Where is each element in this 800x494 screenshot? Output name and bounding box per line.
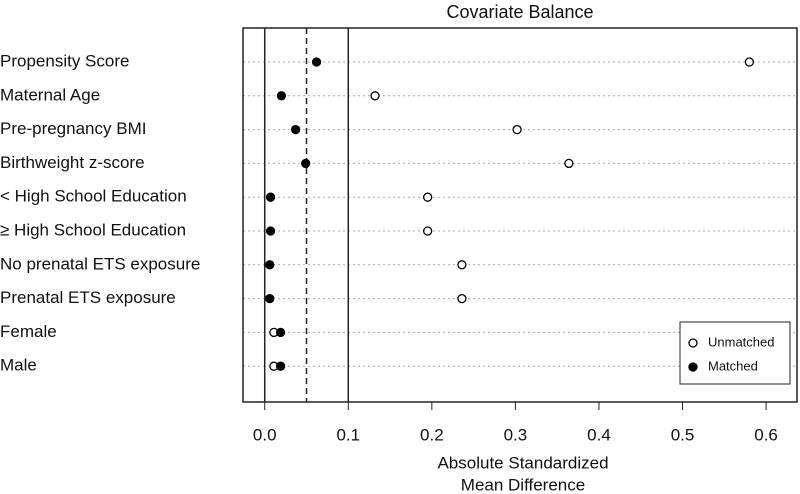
x-tick-label: 0.6 xyxy=(754,425,778,444)
category-label: ≥ High School Education xyxy=(0,220,186,239)
category-label: Propensity Score xyxy=(0,51,129,70)
data-point xyxy=(290,124,301,135)
chart-title: Covariate Balance xyxy=(446,2,593,22)
data-point xyxy=(265,293,275,304)
category-label: < High School Education xyxy=(0,187,187,206)
x-tick-label: 0.3 xyxy=(504,425,528,444)
data-point xyxy=(423,226,433,236)
x-tick-label: 0.5 xyxy=(671,425,695,444)
data-point xyxy=(512,124,522,135)
legend-marker xyxy=(688,338,698,348)
x-axis-label: Mean Difference xyxy=(461,475,585,494)
x-axis-label: Absolute Standardized xyxy=(437,453,608,472)
plot-frame xyxy=(242,27,798,403)
x-tick-label: 0.2 xyxy=(420,425,444,444)
data-point xyxy=(265,192,276,202)
data-point xyxy=(423,192,433,202)
data-point xyxy=(744,57,755,67)
data-point xyxy=(370,91,380,101)
data-point xyxy=(457,293,467,304)
data-point xyxy=(457,260,467,270)
data-point xyxy=(275,327,286,338)
category-label: No prenatal ETS exposure xyxy=(0,254,200,273)
data-point xyxy=(265,260,275,270)
data-point xyxy=(276,91,287,101)
legend-box xyxy=(679,321,791,385)
x-tick-label: 0.0 xyxy=(253,425,277,444)
category-label: Birthweight z-score xyxy=(0,153,145,172)
legend-label: Matched xyxy=(708,358,758,373)
data-point xyxy=(301,158,311,169)
category-label: Maternal Age xyxy=(0,85,100,104)
legend-marker xyxy=(688,362,698,372)
data-point xyxy=(265,226,276,236)
category-label: Pre-pregnancy BMI xyxy=(0,119,146,138)
data-point xyxy=(564,158,574,169)
data-point xyxy=(275,361,286,371)
data-point xyxy=(311,57,322,67)
x-tick-label: 0.4 xyxy=(587,425,611,444)
category-label: Male xyxy=(0,356,37,375)
legend-label: Unmatched xyxy=(708,334,774,349)
category-label: Prenatal ETS exposure xyxy=(0,288,176,307)
category-label: Female xyxy=(0,322,57,341)
x-tick-label: 0.1 xyxy=(336,425,360,444)
